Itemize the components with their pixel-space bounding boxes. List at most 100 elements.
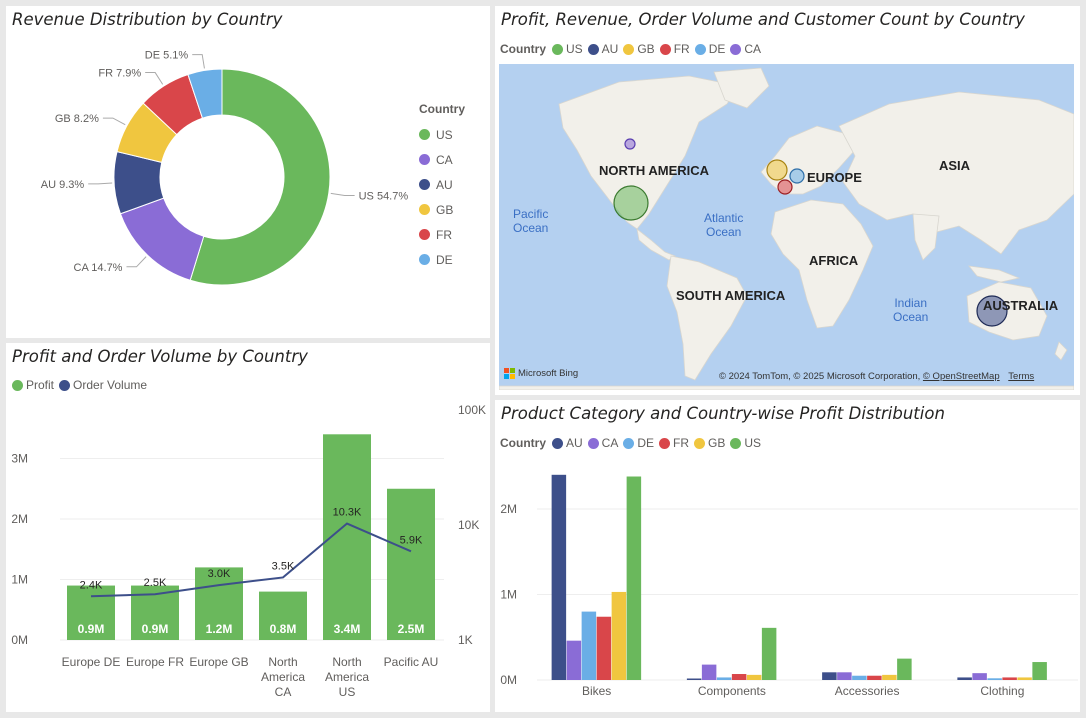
clustered-legend-item[interactable]: DE	[623, 436, 654, 450]
combo-chart[interactable]: 0M 1M 2M 3M 1K 10K 100K 0.9M Europe DE 0.9M Europe…	[6, 343, 490, 712]
x-tick-label: Europe GB	[189, 655, 248, 669]
bar-gb[interactable]	[611, 591, 627, 680]
x-tick-label: Pacific AU	[384, 655, 439, 669]
region-africa: AFRICA	[809, 253, 859, 268]
map-legend-item[interactable]: AU	[587, 42, 618, 56]
bar-ca[interactable]	[972, 673, 987, 680]
bar-fr[interactable]	[731, 674, 747, 680]
clustered-legend-item[interactable]: US	[730, 436, 761, 450]
bar-au[interactable]	[822, 672, 837, 680]
bar-gb[interactable]	[1017, 677, 1032, 680]
profit-bar[interactable]	[195, 567, 243, 640]
donut-slice-us[interactable]	[189, 68, 331, 286]
combo-legend-item[interactable]: Order Volume	[59, 378, 147, 392]
x-tick-label: North	[268, 655, 297, 669]
bar-us[interactable]	[897, 658, 912, 680]
legend-label: CA	[744, 42, 762, 56]
ocean-indian: Indian Ocean	[893, 296, 929, 324]
legend-label: AU	[566, 436, 583, 450]
map-legend-item[interactable]: GB	[623, 42, 655, 56]
slice-label: CA 14.7%	[74, 262, 123, 274]
clustered-legend-item[interactable]: FR	[659, 436, 689, 450]
y2-tick-label: 100K	[458, 403, 486, 417]
legend-label: GB	[637, 42, 655, 56]
line-data-label: 3.5K	[272, 560, 295, 572]
y-tick-label: 0M	[500, 673, 517, 687]
legend-swatch-icon	[552, 437, 563, 449]
order-volume-line[interactable]	[90, 522, 412, 598]
donut-legend-item[interactable]: AU	[419, 172, 465, 197]
y-tick-label: 2M	[11, 512, 28, 526]
slice-label: DE 5.1%	[145, 50, 189, 62]
combo-legend-item[interactable]: Profit	[12, 378, 54, 392]
bar-fr[interactable]	[867, 675, 882, 680]
donut-slice-ca[interactable]	[119, 197, 205, 281]
profit-bar[interactable]	[259, 591, 307, 640]
map-legend-item[interactable]: US	[552, 42, 583, 56]
legend-label: US	[566, 42, 583, 56]
donut-legend-item[interactable]: US	[419, 122, 465, 147]
donut-legend-item[interactable]: GB	[419, 197, 465, 222]
donut-legend-item[interactable]: FR	[419, 222, 465, 247]
legend-swatch-icon	[419, 254, 430, 265]
bar-us[interactable]	[761, 627, 777, 680]
bar-ca[interactable]	[566, 640, 582, 680]
y-tick-label: 1M	[500, 588, 517, 602]
donut-chart[interactable]: US 54.7% CA 14.7% AU 9.3% GB 8.2% FR 7.9% DE …	[6, 6, 490, 338]
slice-label: GB 8.2%	[55, 113, 99, 125]
bar-au[interactable]	[551, 474, 567, 680]
clustered-legend-item[interactable]: CA	[587, 436, 618, 450]
bar-au[interactable]	[957, 677, 972, 680]
world-map[interactable]: NORTH AMERICA EUROPE ASIA AFRICA SOUTH A…	[499, 64, 1074, 390]
map-legend-item[interactable]: CA	[730, 42, 761, 56]
x-tick-label: Accessories	[835, 684, 900, 698]
profit-bar[interactable]	[67, 585, 115, 640]
panel-title: Product Category and Country-wise Profit…	[501, 404, 945, 423]
bar-de[interactable]	[716, 677, 732, 680]
osm-link[interactable]: © OpenStreetMap	[922, 371, 1000, 382]
bar-us[interactable]	[626, 476, 642, 680]
bar-us[interactable]	[1032, 662, 1047, 680]
bar-fr[interactable]	[596, 616, 612, 680]
bar-gb[interactable]	[746, 674, 762, 680]
profit-bar[interactable]	[387, 488, 435, 640]
legend-label: DE	[436, 252, 453, 267]
map-attribution: © 2024 TomTom, © 2025 Microsoft Corporat…	[719, 371, 1035, 382]
category-profit-panel: Product Category and Country-wise Profit…	[495, 400, 1080, 712]
legend-label: DE	[637, 436, 655, 450]
bar-de[interactable]	[581, 611, 597, 680]
legend-label: CA	[436, 152, 453, 167]
y-tick-label: 3M	[11, 452, 28, 466]
legend-swatch-icon	[623, 43, 635, 55]
clustered-legend-item[interactable]: AU	[552, 436, 583, 450]
map-legend-item[interactable]: DE	[694, 42, 725, 56]
legend-label: AU	[436, 177, 453, 192]
bubble-gb	[766, 159, 788, 181]
bar-fr[interactable]	[1002, 677, 1017, 680]
donut-legend: Country US CA AU GB FR DE	[419, 102, 465, 272]
bar-de[interactable]	[987, 678, 1002, 680]
bar-gb[interactable]	[882, 674, 897, 680]
leader-line	[330, 192, 355, 196]
donut-slice-de[interactable]	[187, 68, 223, 119]
windows-logo-icon	[504, 368, 515, 379]
bar-ca[interactable]	[837, 672, 852, 680]
bar-ca[interactable]	[701, 664, 717, 680]
slice-label: US 54.7%	[359, 190, 409, 202]
terms-link[interactable]: Terms	[1008, 371, 1035, 382]
bar-au[interactable]	[686, 678, 702, 681]
map-legend-item[interactable]: FR	[659, 42, 690, 56]
bubble-us	[613, 185, 649, 221]
bar-de[interactable]	[852, 675, 867, 680]
clustered-legend-item[interactable]: GB	[694, 436, 725, 450]
clustered-legend: Country AU CA DE FR GB US	[500, 436, 766, 450]
y-tick-label: 1M	[11, 573, 28, 587]
bar-data-label: 2.5M	[398, 622, 425, 636]
donut-legend-item[interactable]: CA	[419, 147, 465, 172]
leader-line	[126, 256, 147, 268]
clustered-bar-chart[interactable]: 0M 1M 2M Bikes Components Accessories Clothing	[495, 400, 1080, 712]
legend-label: FR	[436, 227, 452, 242]
donut-legend-item[interactable]: DE	[419, 247, 465, 272]
region-australia: AUSTRALIA	[983, 298, 1059, 313]
legend-swatch-icon	[659, 437, 671, 449]
